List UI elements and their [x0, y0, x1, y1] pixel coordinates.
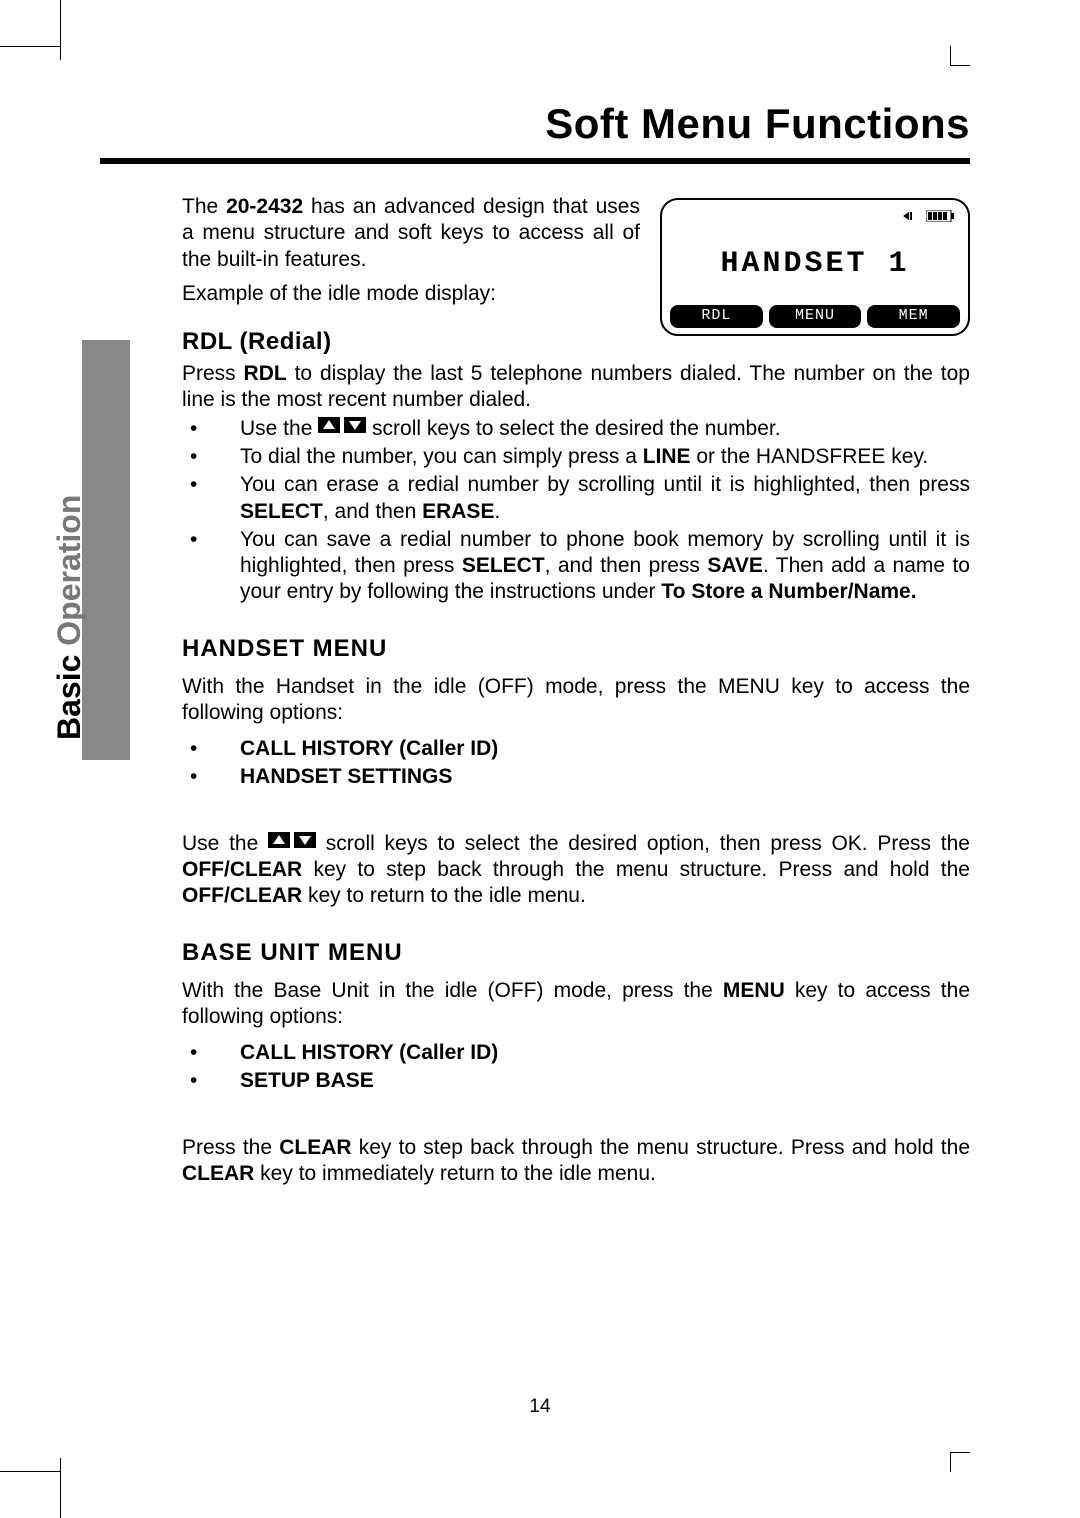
- text-bold: SELECT: [462, 554, 545, 577]
- text: Use the: [182, 832, 268, 855]
- text: or the HANDSFREE key.: [691, 445, 929, 468]
- handset-menu-paragraph: With the Handset in the idle (OFF) mode,…: [182, 674, 970, 727]
- text: Press the: [182, 1136, 279, 1159]
- text-bold: SAVE: [707, 554, 763, 577]
- text-bold: MENU: [723, 979, 785, 1002]
- list-item: SETUP BASE: [182, 1068, 970, 1094]
- text-bold: ERASE: [422, 500, 494, 523]
- crop-mark: [60, 1458, 61, 1518]
- lcd-display: HANDSET 1 RDL MENU MEM: [660, 198, 970, 336]
- crop-mark: [60, 0, 61, 60]
- page-content: Soft Menu Functions The 20-2432 has an a…: [100, 100, 970, 1189]
- text: to display the last 5 telephone numbers …: [182, 362, 970, 411]
- text: key to step back through the menu struct…: [352, 1136, 970, 1159]
- rdl-heading: RDL (Redial): [182, 327, 640, 357]
- handset-menu-post: Use the scroll keys to select the desire…: [182, 831, 970, 910]
- rdl-bullet-list: Use the scroll keys to select the desire…: [182, 416, 970, 606]
- text-bold: CLEAR: [279, 1136, 351, 1159]
- text: scroll keys to select the desired the nu…: [366, 417, 780, 440]
- list-item: CALL HISTORY (Caller ID): [182, 1040, 970, 1066]
- list-item: CALL HISTORY (Caller ID): [182, 736, 970, 762]
- base-unit-menu-post: Press the CLEAR key to step back through…: [182, 1135, 970, 1188]
- handset-menu-heading: HANDSET MENU: [182, 634, 970, 664]
- lcd-main-text: HANDSET 1: [670, 228, 960, 306]
- list-item: You can erase a redial number by scrolli…: [182, 472, 970, 525]
- text: key to immediately return to the idle me…: [254, 1162, 656, 1185]
- text-bold: OFF/CLEAR: [182, 858, 302, 881]
- battery-icon: [926, 210, 954, 226]
- handset-menu-options: CALL HISTORY (Caller ID) HANDSET SETTING…: [182, 736, 970, 791]
- text-bold: RDL: [244, 362, 287, 385]
- intro-row: The 20-2432 has an advanced design that …: [182, 194, 970, 361]
- list-item: Use the scroll keys to select the desire…: [182, 416, 970, 443]
- intro-text: The 20-2432 has an advanced design that …: [182, 194, 640, 361]
- sidebar-label-gray: Operation: [51, 495, 87, 646]
- text-bold: LINE: [643, 445, 691, 468]
- rdl-paragraph: Press RDL to display the last 5 telephon…: [182, 361, 970, 414]
- body-content: The 20-2432 has an advanced design that …: [182, 194, 970, 1187]
- text: .: [494, 500, 500, 523]
- text: key to step back through the menu struct…: [302, 858, 970, 881]
- crop-mark: [950, 46, 970, 66]
- sidebar-label-black: Basic: [51, 655, 87, 740]
- softkey-right: MEM: [867, 305, 960, 328]
- scroll-keys-icon: [318, 414, 366, 440]
- lcd-status-icons: [670, 210, 960, 228]
- scroll-keys-icon: [268, 829, 316, 855]
- text-bold: SELECT: [240, 500, 323, 523]
- list-item: You can save a redial number to phone bo…: [182, 527, 970, 606]
- text: You can erase a redial number by scrolli…: [240, 473, 970, 496]
- intro-paragraph-1: The 20-2432 has an advanced design that …: [182, 194, 640, 273]
- base-unit-menu-paragraph: With the Base Unit in the idle (OFF) mod…: [182, 978, 970, 1031]
- text: Use the: [240, 417, 318, 440]
- signal-icon: [903, 210, 926, 226]
- text: , and then: [323, 500, 422, 523]
- page-title: Soft Menu Functions: [100, 100, 970, 164]
- text: Press: [182, 362, 244, 385]
- crop-mark: [0, 46, 60, 47]
- list-item: To dial the number, you can simply press…: [182, 444, 970, 470]
- text: With the Base Unit in the idle (OFF) mod…: [182, 979, 723, 1002]
- text-bold: CLEAR: [182, 1162, 254, 1185]
- softkey-left: RDL: [670, 305, 763, 328]
- text-bold: OFF/CLEAR: [182, 884, 302, 907]
- sidebar-label: Basic Operation: [51, 495, 88, 740]
- crop-mark: [0, 1471, 60, 1472]
- text: scroll keys to select the desired option…: [316, 832, 970, 855]
- page-number: 14: [0, 1396, 1080, 1418]
- model-number: 20-2432: [226, 195, 303, 218]
- text: To dial the number, you can simply press…: [240, 445, 643, 468]
- text: , and then press: [545, 554, 708, 577]
- list-item: HANDSET SETTINGS: [182, 764, 970, 790]
- intro-paragraph-2: Example of the idle mode display:: [182, 281, 640, 307]
- base-unit-menu-options: CALL HISTORY (Caller ID) SETUP BASE: [182, 1040, 970, 1095]
- crop-mark: [950, 1452, 970, 1472]
- lcd-softkey-row: RDL MENU MEM: [670, 305, 960, 328]
- text-bold: To Store a Number/Name.: [661, 580, 916, 603]
- text: key to return to the idle menu.: [302, 884, 586, 907]
- softkey-center: MENU: [769, 305, 862, 328]
- text: The: [182, 195, 226, 218]
- base-unit-menu-heading: BASE UNIT MENU: [182, 938, 970, 968]
